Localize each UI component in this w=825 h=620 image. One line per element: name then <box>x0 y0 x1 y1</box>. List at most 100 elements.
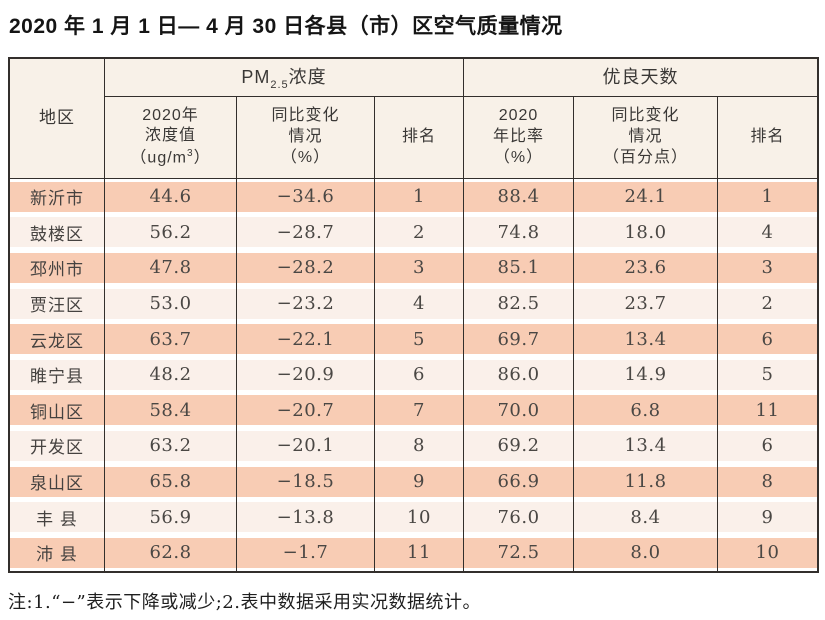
region-cell: 贾汪区 <box>10 285 105 322</box>
value-cell: −22.1 <box>237 321 375 357</box>
value-cell: 13.4 <box>574 321 718 357</box>
value-cell: 23.7 <box>574 285 718 322</box>
header-region: 地区 <box>10 59 105 178</box>
table-row: 新沂市 44.6 −34.6 1 88.4 24.1 1 <box>10 179 817 215</box>
value-cell: 1 <box>718 179 817 215</box>
value-cell: 9 <box>718 499 817 535</box>
value-cell: 76.0 <box>464 499 574 535</box>
value-cell: 72.5 <box>464 534 574 571</box>
header-good-rank: 排名 <box>718 97 817 178</box>
value-cell: 5 <box>718 357 817 393</box>
header-line: 排名 <box>401 128 436 146</box>
header-pm-value: 2020年 浓度值 （ug/m3） <box>105 97 237 178</box>
value-cell: 11 <box>718 393 817 429</box>
value-cell: 88.4 <box>464 179 574 215</box>
value-cell: 6 <box>375 356 464 393</box>
header-pm-rank: 排名 <box>375 97 464 178</box>
value-cell: 8.0 <box>574 534 718 571</box>
value-cell: 48.2 <box>105 356 237 393</box>
good-days-label: 优良天数 <box>602 66 679 87</box>
unit-prefix: （ug/m <box>130 149 187 167</box>
value-cell: 2 <box>718 286 817 322</box>
table-header: 地区 PM 2.5 浓度 优良天数 2020年 浓度值 （ug/m3） 同比变化 … <box>10 59 817 179</box>
region-cell: 开发区 <box>10 428 105 464</box>
header-line: 2020 <box>498 107 539 125</box>
value-cell: 6.8 <box>574 392 718 429</box>
value-cell: 8.4 <box>574 499 718 535</box>
table-row: 泉山区 65.8 −18.5 9 66.9 11.8 8 <box>10 463 817 500</box>
value-cell: 3 <box>375 250 464 286</box>
value-cell: 5 <box>375 321 464 357</box>
pm25-suffix: 浓度 <box>288 66 327 87</box>
header-region-label: 地区 <box>39 108 75 128</box>
value-cell: 4 <box>375 285 464 322</box>
value-cell: −13.8 <box>237 499 375 535</box>
table-row: 沛 县 62.8 −1.7 11 72.5 8.0 10 <box>10 534 817 571</box>
value-cell: 58.4 <box>105 392 237 429</box>
header-line: 浓度值 <box>144 127 196 145</box>
value-cell: 11 <box>375 534 464 571</box>
value-cell: 10 <box>718 535 817 571</box>
value-cell: 11.8 <box>574 463 718 500</box>
value-cell: 23.6 <box>574 250 718 286</box>
table-row: 邳州市 47.8 −28.2 3 85.1 23.6 3 <box>10 250 817 286</box>
value-cell: 6 <box>718 321 817 357</box>
table-row: 鼓楼区 56.2 −28.7 2 74.8 18.0 4 <box>10 214 817 251</box>
region-cell: 睢宁县 <box>10 356 105 393</box>
value-cell: 63.7 <box>105 321 237 357</box>
footnote: 注:1.“−”表示下降或减少;2.表中数据采用实况数据统计。 <box>8 592 481 613</box>
value-cell: 53.0 <box>105 285 237 322</box>
table-row: 铜山区 58.4 −20.7 7 70.0 6.8 11 <box>10 392 817 429</box>
value-cell: 4 <box>718 215 817 251</box>
table-row: 丰 县 56.9 −13.8 10 76.0 8.4 9 <box>10 499 817 535</box>
header-good-rate: 2020 年比率 （%） <box>464 97 574 178</box>
value-cell: 14.9 <box>574 356 718 393</box>
header-line: 2020年 <box>142 106 199 124</box>
value-cell: 9 <box>375 463 464 500</box>
value-cell: −1.7 <box>237 534 375 571</box>
value-cell: 56.9 <box>105 499 237 535</box>
value-cell: −20.7 <box>237 392 375 429</box>
header-line: 年比率 <box>492 128 544 146</box>
value-cell: 47.8 <box>105 250 237 286</box>
value-cell: 66.9 <box>464 463 574 500</box>
air-quality-table: 地区 PM 2.5 浓度 优良天数 2020年 浓度值 （ug/m3） 同比变化 … <box>8 57 819 573</box>
value-cell: 70.0 <box>464 392 574 429</box>
value-cell: 69.7 <box>464 321 574 357</box>
value-cell: −20.9 <box>237 356 375 393</box>
value-cell: 85.1 <box>464 250 574 286</box>
value-cell: 56.2 <box>105 214 237 251</box>
value-cell: −28.2 <box>237 250 375 286</box>
value-cell: −28.7 <box>237 214 375 251</box>
page-title: 2020 年 1 月 1 日— 4 月 30 日各县（市）区空气质量情况 <box>9 15 563 38</box>
header-line: 情况 <box>628 128 663 146</box>
value-cell: −20.1 <box>237 428 375 464</box>
region-cell: 云龙区 <box>10 321 105 357</box>
value-cell: 69.2 <box>464 428 574 464</box>
value-cell: 2 <box>375 214 464 251</box>
header-line: 同比变化 <box>271 107 340 125</box>
header-line: 情况 <box>288 128 323 146</box>
value-cell: 1 <box>375 179 464 215</box>
value-cell: 74.8 <box>464 214 574 251</box>
table-body: 新沂市 44.6 −34.6 1 88.4 24.1 1 鼓楼区 56.2 −28.7 2 74.8 1… <box>10 179 817 571</box>
table-row: 云龙区 63.7 −22.1 5 69.7 13.4 6 <box>10 321 817 357</box>
pm25-subscript: 2.5 <box>270 78 289 91</box>
region-cell: 泉山区 <box>10 463 105 500</box>
unit-suffix: ） <box>193 149 211 167</box>
header-line: （%） <box>280 148 331 166</box>
value-cell: 7 <box>375 392 464 429</box>
region-cell: 邳州市 <box>10 250 105 286</box>
value-cell: 24.1 <box>574 179 718 215</box>
header-line: 同比变化 <box>611 107 680 125</box>
value-cell: 65.8 <box>105 463 237 500</box>
header-good-change: 同比变化 情况 （百分点） <box>574 97 718 178</box>
value-cell: 63.2 <box>105 428 237 464</box>
pm25-prefix: PM <box>241 66 271 87</box>
table-row: 开发区 63.2 −20.1 8 69.2 13.4 6 <box>10 428 817 464</box>
value-cell: −34.6 <box>237 179 375 215</box>
value-cell: 13.4 <box>574 428 718 464</box>
header-line: 排名 <box>750 128 785 146</box>
value-cell: 18.0 <box>574 214 718 251</box>
